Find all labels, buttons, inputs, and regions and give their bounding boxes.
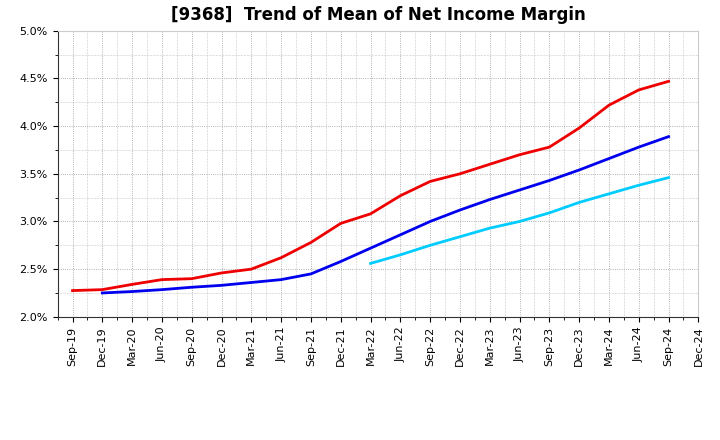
7 Years <box>516 219 524 224</box>
5 Years <box>665 134 673 139</box>
3 Years <box>247 267 256 272</box>
3 Years <box>545 144 554 150</box>
3 Years <box>307 240 315 245</box>
3 Years <box>605 103 613 108</box>
3 Years <box>98 287 107 292</box>
Line: 3 Years: 3 Years <box>73 81 669 290</box>
3 Years <box>456 171 464 176</box>
3 Years <box>187 276 196 281</box>
Line: 7 Years: 7 Years <box>371 178 669 264</box>
3 Years <box>485 161 494 167</box>
3 Years <box>336 221 345 226</box>
5 Years <box>187 285 196 290</box>
7 Years <box>575 200 583 205</box>
3 Years <box>366 211 375 216</box>
3 Years <box>276 255 285 260</box>
5 Years <box>575 167 583 172</box>
7 Years <box>426 242 434 248</box>
5 Years <box>456 207 464 213</box>
5 Years <box>336 259 345 264</box>
3 Years <box>68 288 77 293</box>
3 Years <box>217 270 226 275</box>
7 Years <box>605 191 613 196</box>
7 Years <box>545 210 554 216</box>
3 Years <box>516 152 524 158</box>
7 Years <box>485 225 494 231</box>
3 Years <box>665 79 673 84</box>
5 Years <box>605 156 613 161</box>
5 Years <box>426 219 434 224</box>
5 Years <box>485 197 494 202</box>
3 Years <box>426 179 434 184</box>
5 Years <box>545 178 554 183</box>
3 Years <box>634 87 643 92</box>
5 Years <box>516 187 524 193</box>
Title: [9368]  Trend of Mean of Net Income Margin: [9368] Trend of Mean of Net Income Margi… <box>171 6 585 24</box>
5 Years <box>127 289 136 294</box>
5 Years <box>247 280 256 285</box>
5 Years <box>217 282 226 288</box>
3 Years <box>575 125 583 131</box>
Line: 5 Years: 5 Years <box>102 136 669 293</box>
5 Years <box>307 271 315 276</box>
3 Years <box>158 277 166 282</box>
5 Years <box>396 232 405 238</box>
7 Years <box>366 261 375 266</box>
5 Years <box>366 246 375 251</box>
3 Years <box>127 282 136 287</box>
3 Years <box>396 193 405 198</box>
7 Years <box>396 252 405 257</box>
7 Years <box>456 234 464 239</box>
7 Years <box>634 183 643 188</box>
7 Years <box>665 175 673 180</box>
5 Years <box>276 277 285 282</box>
5 Years <box>158 287 166 292</box>
5 Years <box>98 290 107 296</box>
5 Years <box>634 144 643 150</box>
